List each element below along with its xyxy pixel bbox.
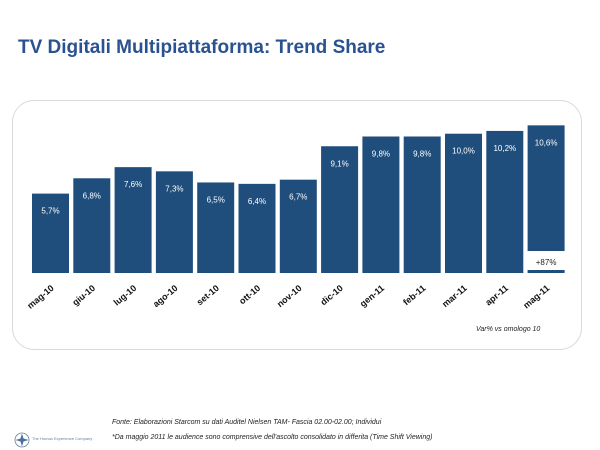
tick-label: ott-10 — [237, 283, 262, 306]
value-label: 6,7% — [289, 193, 307, 202]
bar — [155, 171, 193, 273]
bar — [238, 183, 276, 273]
bar — [114, 167, 152, 273]
value-label: 6,5% — [207, 195, 225, 204]
value-label: 7,6% — [124, 180, 142, 189]
footnote: *Da maggio 2011 le audience sono compren… — [112, 434, 433, 441]
bar — [362, 136, 400, 273]
bar — [527, 125, 565, 251]
tick-label: gen-11 — [358, 283, 386, 309]
tick-label: set-10 — [195, 283, 221, 307]
value-label: 5,7% — [41, 207, 59, 216]
tick-label: mag-11 — [521, 283, 551, 311]
tick-label: apr-11 — [483, 283, 510, 308]
bar — [403, 136, 441, 273]
value-label: 10,0% — [452, 147, 475, 156]
bar-base — [527, 270, 565, 273]
value-label: 6,8% — [83, 191, 101, 200]
logo-text: The Human Experience Company — [32, 436, 93, 441]
bar — [32, 193, 69, 273]
tick-label: dic-10 — [319, 283, 345, 307]
value-label: 9,8% — [372, 150, 390, 159]
value-label: 7,3% — [165, 184, 183, 193]
tick-label: mag-10 — [25, 283, 56, 311]
bar — [279, 179, 317, 273]
source-note: Fonte: Elaborazioni Starcom su dati Audi… — [112, 419, 382, 426]
bar — [321, 146, 359, 273]
value-label: 9,1% — [330, 159, 348, 168]
bar — [197, 182, 235, 273]
value-label: 10,2% — [493, 144, 516, 153]
tick-label: nov-10 — [275, 283, 304, 309]
star-emblem-icon — [14, 432, 30, 448]
tick-label: lug-10 — [112, 283, 139, 308]
value-label: 9,8% — [413, 150, 431, 159]
tick-label: giu-10 — [70, 283, 97, 308]
bar — [73, 178, 111, 273]
page-title: TV Digitali Multipiattaforma: Trend Shar… — [18, 37, 386, 58]
value-label: 10,6% — [535, 138, 558, 147]
value-label: 6,4% — [248, 197, 266, 206]
bar — [445, 133, 482, 273]
tick-label: mar-11 — [440, 283, 469, 309]
tick-label: feb-11 — [401, 283, 427, 307]
tick-label: ago-10 — [151, 283, 180, 309]
variation-note: Var% vs omologo 10 — [476, 326, 541, 333]
bar — [486, 130, 524, 273]
annotation-label: +87% — [536, 258, 557, 267]
